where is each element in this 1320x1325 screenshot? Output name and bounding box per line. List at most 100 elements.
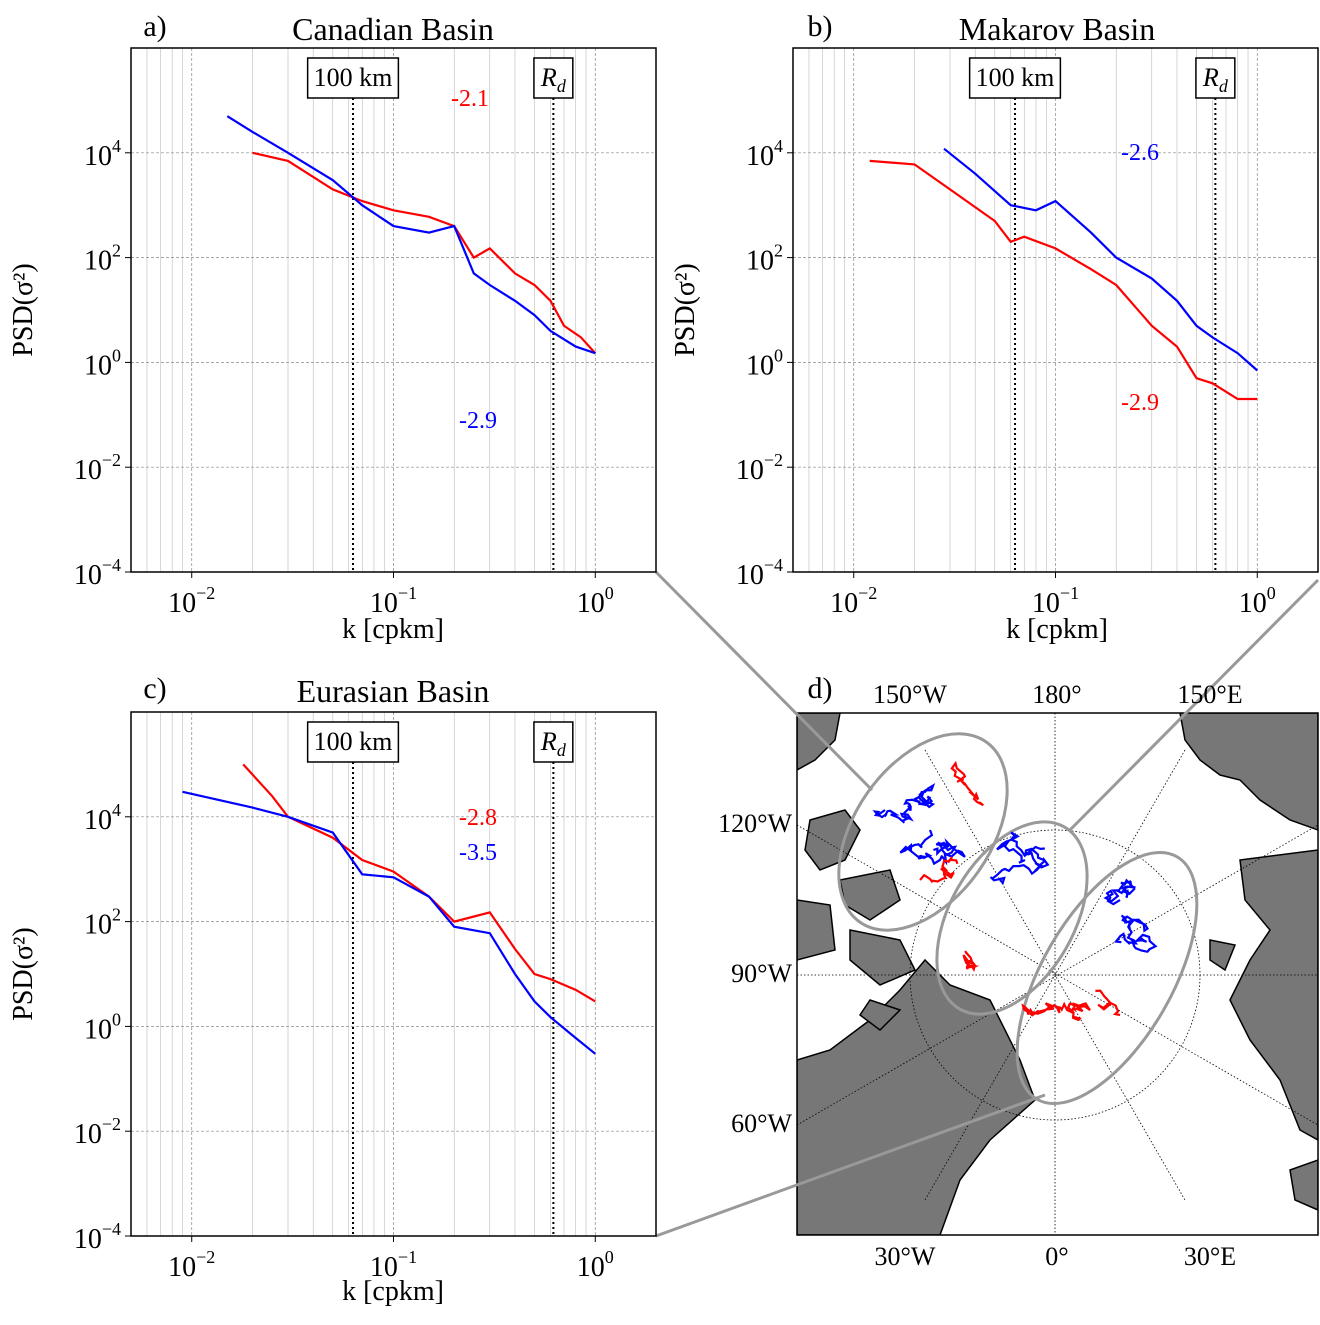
tick-base: 10 <box>74 560 102 591</box>
map-lat-label: 90°W <box>731 959 792 988</box>
reference-label-main: R <box>1202 63 1219 92</box>
meridian <box>796 824 1319 1126</box>
y-tick-label: 104 <box>84 800 121 836</box>
tick-exponent: −4 <box>764 555 783 575</box>
reference-label-main: 100 km <box>314 727 393 756</box>
tick-base: 10 <box>736 455 764 486</box>
slope-annotation: -2.6 <box>1121 140 1159 166</box>
tick-exponent: 2 <box>112 905 121 925</box>
y-tick-label: 104 <box>84 136 121 172</box>
map-lon-label: 30°W <box>875 1242 936 1271</box>
map-lat-label: 120°W <box>718 809 792 838</box>
reference-box <box>306 57 400 99</box>
tick-base: 10 <box>84 910 112 941</box>
reference-label: 100 km <box>314 63 393 92</box>
tick-exponent: 0 <box>112 345 121 365</box>
x-tick-label: 10−2 <box>168 1247 215 1283</box>
tick-base: 10 <box>746 246 774 277</box>
reference-box <box>968 57 1062 99</box>
tick-exponent: 0 <box>1267 583 1276 603</box>
tick-base: 10 <box>84 246 112 277</box>
drifter-track <box>1103 878 1136 906</box>
y-tick-label: 10−4 <box>74 555 121 591</box>
tick-exponent: 4 <box>774 136 783 156</box>
x-tick-label: 10−2 <box>168 583 215 619</box>
y-tick-label: 102 <box>746 241 783 277</box>
series-line <box>182 790 596 1055</box>
drifter-track <box>950 760 984 807</box>
tick-base: 10 <box>74 1224 102 1255</box>
reference-label-main: 100 km <box>976 63 1055 92</box>
slope-annotation: -3.5 <box>459 840 497 866</box>
slope-annotation: -2.9 <box>459 408 497 434</box>
meridian <box>924 749 1186 1201</box>
x-tick-label: 10−1 <box>370 583 417 619</box>
x-axis-label: k [cpkm] <box>342 614 444 645</box>
map-lon-label: 150°E <box>1177 680 1242 709</box>
x-tick-label: 100 <box>577 583 614 619</box>
tick-base: 10 <box>746 141 774 172</box>
tick-base: 10 <box>736 560 764 591</box>
greenland <box>797 958 1036 1235</box>
reference-label: Rd <box>540 63 567 96</box>
tick-base: 10 <box>74 1119 102 1150</box>
land <box>797 713 1318 1235</box>
y-tick-label: 10−4 <box>74 1219 121 1255</box>
y-tick-label: 102 <box>84 905 121 941</box>
y-axis-label: PSD(σ²) <box>8 927 39 1021</box>
map-lon-label: 180° <box>1032 680 1081 709</box>
reference-label-sub: d <box>557 740 567 760</box>
slope-annotation: -2.9 <box>1121 390 1159 416</box>
tick-base: 10 <box>168 1252 196 1283</box>
panel-label: c) <box>143 672 166 705</box>
tick-exponent: −1 <box>1060 583 1079 603</box>
tick-exponent: 2 <box>774 241 783 261</box>
reference-label-main: R <box>540 727 557 756</box>
slope-annotation: -2.8 <box>459 805 497 831</box>
connectors <box>654 570 1320 1238</box>
series-line <box>252 151 597 354</box>
tick-base: 10 <box>84 350 112 381</box>
plot-frame <box>130 47 657 573</box>
panel-label: a) <box>143 10 166 43</box>
tick-exponent: −2 <box>858 583 877 603</box>
reference-label-main: R <box>540 63 557 92</box>
reference-label-sub: d <box>1219 76 1229 96</box>
drifter-track <box>1095 989 1121 1017</box>
tick-exponent: 0 <box>112 1009 121 1029</box>
ellipse-canadian <box>837 732 1009 932</box>
series-line <box>943 147 1259 372</box>
tick-base: 10 <box>370 588 398 619</box>
tick-base: 10 <box>1032 588 1060 619</box>
tick-exponent: 0 <box>605 1247 614 1267</box>
tick-exponent: −2 <box>764 450 783 470</box>
connector <box>1068 578 1320 832</box>
eurasia <box>1229 849 1318 1141</box>
reference-box <box>533 57 574 99</box>
x-tick-label: 10−1 <box>1032 583 1079 619</box>
y-tick-label: 10−4 <box>736 555 783 591</box>
panel-label: b) <box>808 10 833 43</box>
tick-exponent: −2 <box>102 1114 121 1134</box>
slope-annotation: -2.1 <box>451 86 489 112</box>
x-axis-label: k [cpkm] <box>1006 614 1108 645</box>
tick-exponent: −4 <box>102 1219 121 1239</box>
map-frame <box>796 712 1319 1236</box>
meridian <box>796 824 1319 1126</box>
map-lat-label: 60°W <box>731 1109 792 1138</box>
tick-exponent: −2 <box>102 450 121 470</box>
tick-base: 10 <box>746 350 774 381</box>
y-tick-label: 10−2 <box>74 1114 121 1150</box>
tick-exponent: 4 <box>112 136 121 156</box>
map-lon-label: 150°W <box>873 680 947 709</box>
y-tick-label: 10−2 <box>736 450 783 486</box>
y-axis-label: PSD(σ²) <box>8 263 39 357</box>
tick-exponent: −2 <box>196 583 215 603</box>
tick-base: 10 <box>577 1252 605 1283</box>
tick-base: 10 <box>370 1252 398 1283</box>
y-tick-label: 100 <box>746 345 783 381</box>
